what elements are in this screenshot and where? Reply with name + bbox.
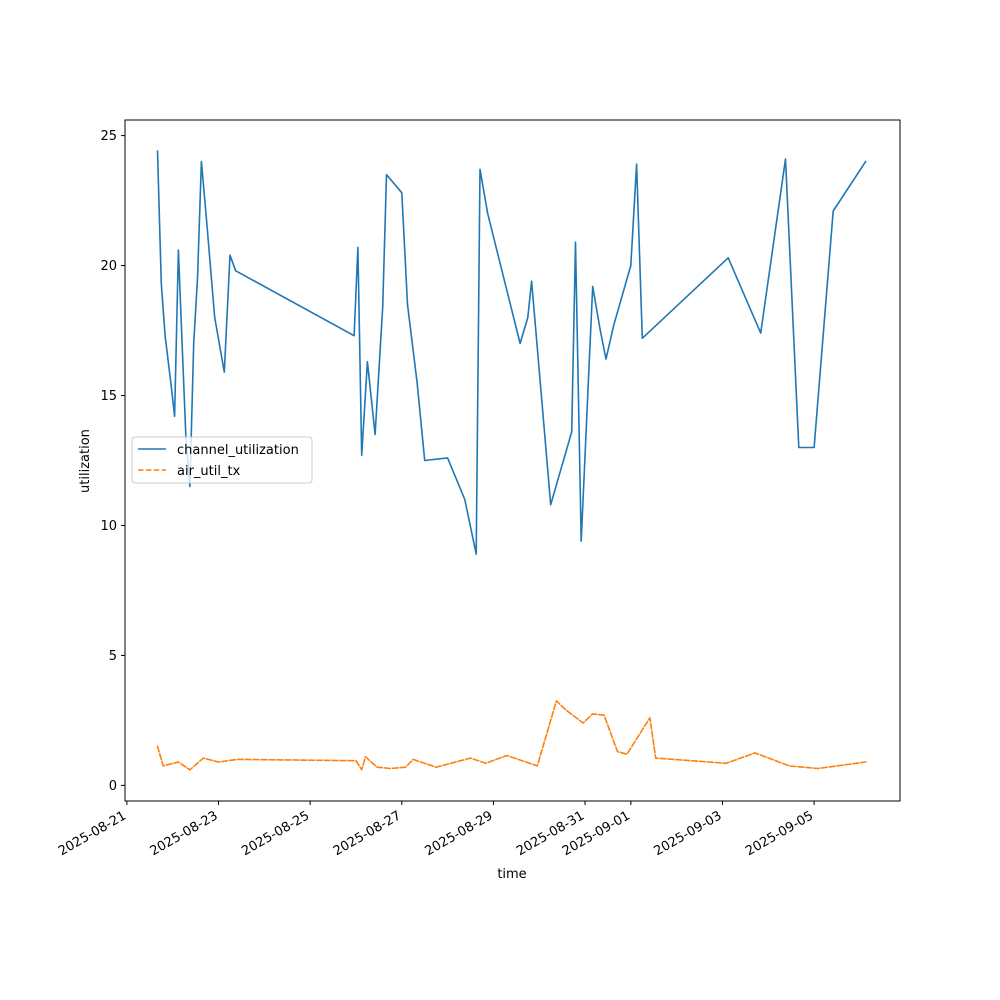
y-tick-label: 5 xyxy=(109,649,117,664)
legend-label-channel-utilization: channel_utilization xyxy=(177,443,299,458)
plot-area-frame xyxy=(124,119,901,802)
legend: channel_utilization air_util_tx xyxy=(131,436,313,484)
y-tick-label: 10 xyxy=(100,519,117,534)
legend-label-air-util-tx: air_util_tx xyxy=(177,464,241,479)
x-axis-label: time xyxy=(497,867,526,882)
series-layer xyxy=(156,150,867,771)
y-tick-label: 15 xyxy=(100,389,117,404)
series-line-air-util-tx xyxy=(156,700,867,771)
y-axis-ticks: 0 5 10 15 20 25 xyxy=(100,129,125,794)
y-tick-label: 25 xyxy=(100,129,117,144)
y-axis-label: utilization xyxy=(78,429,93,493)
legend-box xyxy=(131,436,313,484)
y-tick-label: 0 xyxy=(109,779,117,794)
series-line-channel-utilization xyxy=(156,150,867,555)
y-tick-label: 20 xyxy=(100,259,117,274)
